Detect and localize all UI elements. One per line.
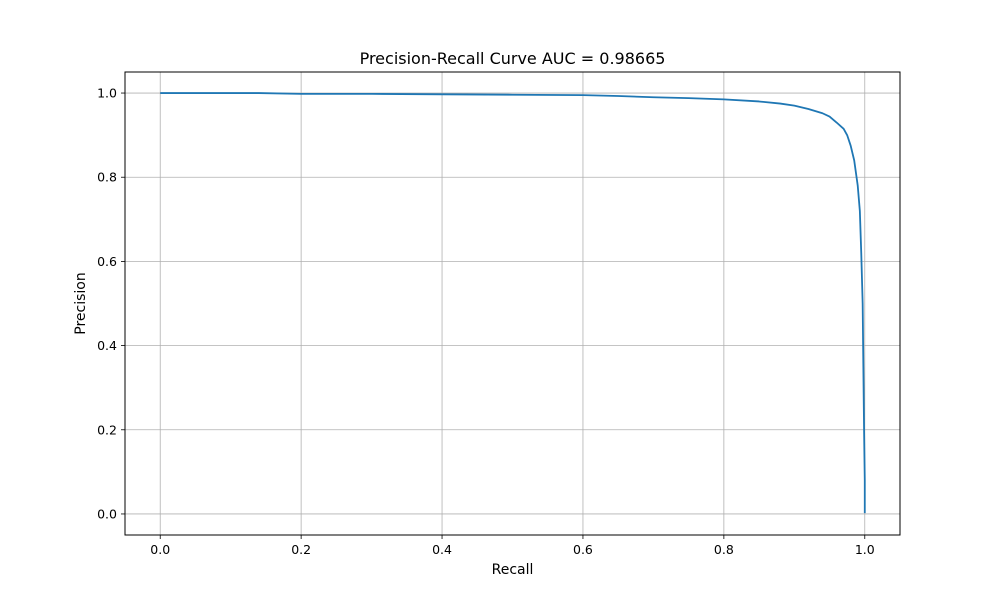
y-tick-label: 0.2 xyxy=(97,422,117,437)
x-tick-label: 0.0 xyxy=(150,542,170,557)
x-tick-label: 0.6 xyxy=(573,542,593,557)
x-tick-label: 0.4 xyxy=(432,542,452,557)
chart-title: Precision-Recall Curve AUC = 0.98665 xyxy=(360,49,666,68)
series-layer xyxy=(160,92,866,514)
pr-curve-line xyxy=(160,92,866,514)
x-tick-label: 1.0 xyxy=(855,542,875,557)
y-tick-label: 0.4 xyxy=(97,338,117,353)
y-tick-label: 0.0 xyxy=(97,506,117,521)
y-tick-label: 0.8 xyxy=(97,170,117,185)
x-tick-label: 0.2 xyxy=(291,542,311,557)
y-tick-label: 1.0 xyxy=(97,86,117,101)
y-axis-label: Precision xyxy=(73,272,89,334)
ticks: 0.0 0.2 0.4 0.6 0.8 1.0 0.0 0.2 0.4 0.6 0.8 1.0 xyxy=(97,86,875,557)
plot-area-frame xyxy=(124,71,901,536)
x-tick-label: 0.8 xyxy=(714,542,734,557)
x-axis-label: Recall xyxy=(492,562,534,578)
y-tick-label: 0.6 xyxy=(97,254,117,269)
